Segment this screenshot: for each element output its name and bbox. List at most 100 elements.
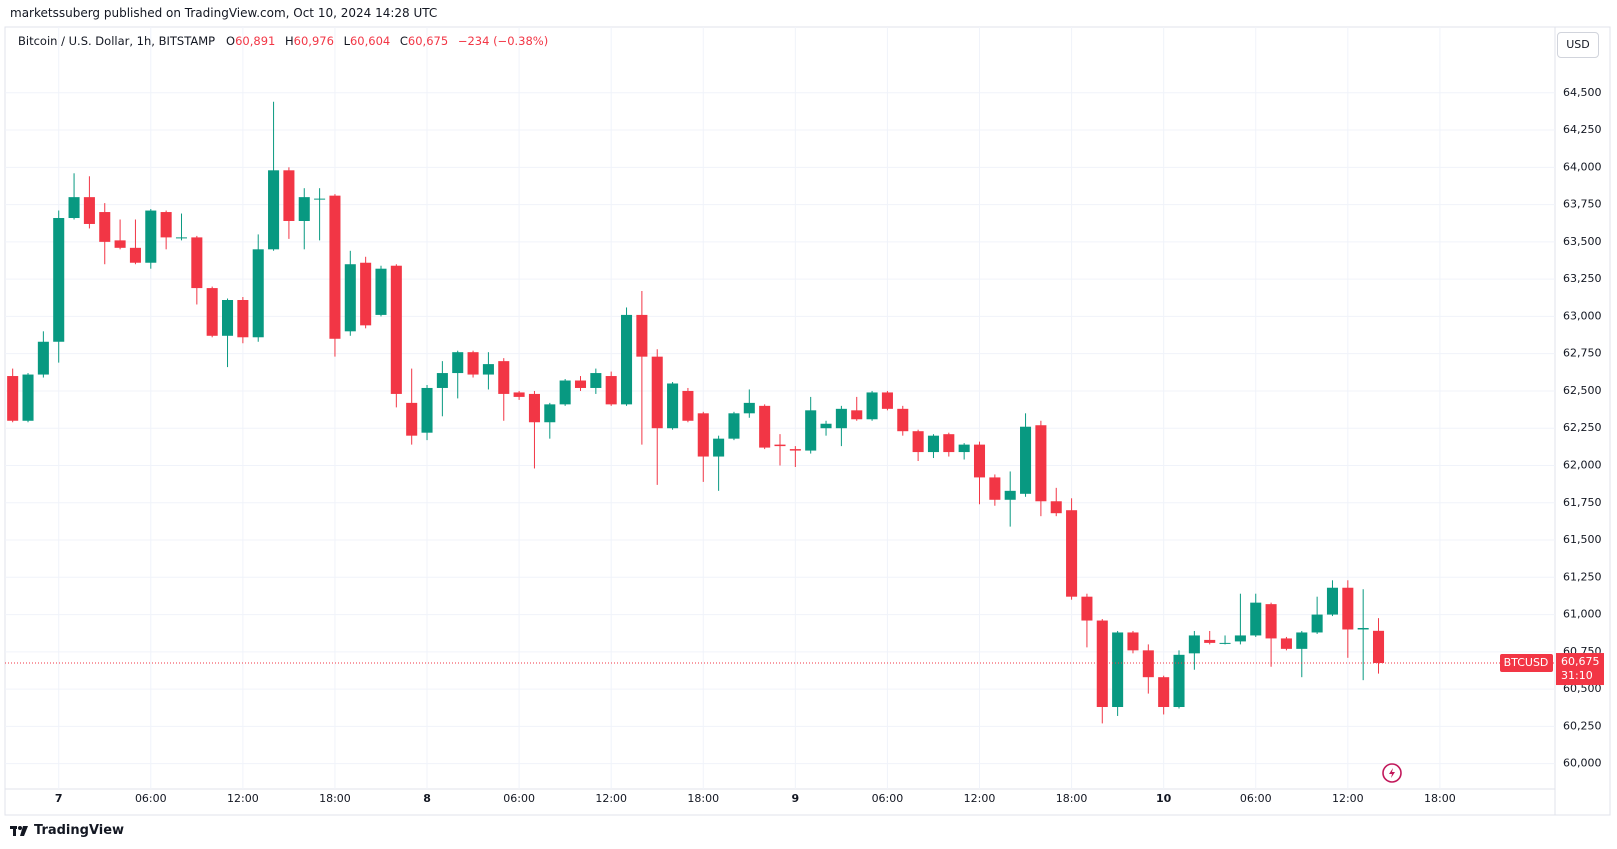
candle-body <box>1234 635 1246 642</box>
y-tick-label: 60,250 <box>1563 719 1602 732</box>
candle-body <box>160 212 172 238</box>
candle-body <box>1311 614 1323 633</box>
y-tick-label: 61,000 <box>1563 608 1602 621</box>
ohlc-key: O <box>226 34 236 48</box>
x-tick-label: 12:00 <box>227 792 259 805</box>
candle-body <box>1250 602 1262 636</box>
x-tick-label: 06:00 <box>1240 792 1272 805</box>
candle-body <box>1372 630 1385 664</box>
logo-icon <box>10 825 28 836</box>
candle-body <box>436 373 448 388</box>
candle-body <box>636 314 648 357</box>
candle-body <box>37 341 49 375</box>
candle-body <box>1096 620 1108 708</box>
y-tick-label: 64,500 <box>1563 86 1602 99</box>
x-tick-label: 9 <box>792 792 800 805</box>
candle-body <box>390 265 402 394</box>
y-tick-label: 61,250 <box>1563 570 1602 583</box>
candle-body <box>835 408 847 429</box>
candle-body <box>1188 635 1200 654</box>
candle-body <box>329 195 341 339</box>
candle-body <box>298 197 310 221</box>
candle-body <box>1357 627 1369 630</box>
x-tick-label: 12:00 <box>964 792 996 805</box>
candle-body <box>927 435 939 453</box>
ohlc-key: L <box>343 34 350 48</box>
candle-body <box>513 392 525 397</box>
y-tick-label: 64,250 <box>1563 123 1602 136</box>
y-tick-label: 63,000 <box>1563 309 1602 322</box>
x-tick-label: 18:00 <box>319 792 351 805</box>
candle-body <box>973 444 986 478</box>
y-tick-label: 61,750 <box>1563 496 1602 509</box>
footer-logo: TradingView <box>10 823 124 838</box>
candle-body <box>1296 632 1308 649</box>
candle-body <box>222 300 234 336</box>
candle-body <box>191 237 203 289</box>
candle-body <box>145 210 157 263</box>
candle-body <box>820 423 832 429</box>
candle-body <box>851 410 863 420</box>
candle-body <box>1158 677 1170 708</box>
price-tag <box>1556 653 1604 686</box>
candle-body <box>559 380 571 405</box>
candle-body <box>114 240 126 248</box>
symbol: Bitcoin / U.S. Dollar, 1h, BITSTAMP <box>18 34 216 48</box>
candle-body <box>344 264 356 332</box>
y-tick-label: 62,000 <box>1563 458 1602 471</box>
candle-body <box>421 387 433 433</box>
candle-body <box>22 374 34 421</box>
ohlc-value: 60,891 <box>235 34 276 48</box>
x-tick-label: 7 <box>55 792 63 805</box>
x-tick-label: 18:00 <box>1056 792 1088 805</box>
candle-body <box>605 376 617 405</box>
candle-body <box>1050 501 1062 514</box>
x-tick-label: 06:00 <box>872 792 904 805</box>
y-tick-label: 64,000 <box>1563 160 1602 173</box>
candle-body <box>1127 632 1139 651</box>
candle-body <box>759 405 771 448</box>
symbol-tag <box>1500 654 1553 673</box>
candle-body <box>958 444 970 453</box>
y-tick-label: 62,500 <box>1563 384 1602 397</box>
candle-body <box>528 393 540 423</box>
candle-body <box>1142 650 1154 678</box>
candle-body <box>590 373 602 388</box>
footer-text: TradingView <box>34 823 125 838</box>
x-tick-label: 12:00 <box>595 792 627 805</box>
candle-body <box>83 197 95 224</box>
candle-body <box>283 170 295 221</box>
lightning-icon[interactable] <box>1382 763 1402 783</box>
currency-button[interactable]: USD <box>1557 32 1599 58</box>
candle-body <box>621 314 633 405</box>
y-tick-label: 63,250 <box>1563 272 1602 285</box>
x-tick-label: 8 <box>423 792 431 805</box>
candle-body <box>1342 587 1354 630</box>
x-tick-label: 10 <box>1156 792 1172 805</box>
candle-body <box>989 477 1001 500</box>
candle-body <box>912 431 924 453</box>
x-tick-label: 18:00 <box>1424 792 1456 805</box>
y-tick-label: 60,000 <box>1563 757 1602 770</box>
candle-body <box>467 352 479 375</box>
x-tick-label: 06:00 <box>503 792 535 805</box>
y-tick-label: 62,250 <box>1563 421 1602 434</box>
ohlc-value: 60,604 <box>349 34 391 48</box>
candle-body <box>1326 587 1338 615</box>
price-tag-text: 60,675 <box>1561 655 1600 668</box>
candle-body <box>237 300 249 338</box>
candle-body <box>943 434 955 453</box>
x-tick-label: 12:00 <box>1332 792 1364 805</box>
symbol-tag-text: BTCUSD <box>1504 656 1549 669</box>
candle-body <box>774 444 786 447</box>
candle-body <box>881 392 893 409</box>
ohlc-value: 60,675 <box>407 34 449 48</box>
candle-body <box>1112 632 1124 708</box>
candle-body <box>1004 490 1016 500</box>
candle-body <box>713 438 725 457</box>
candle-body <box>206 288 218 336</box>
candle-body <box>651 356 663 429</box>
x-tick-label: 18:00 <box>687 792 719 805</box>
